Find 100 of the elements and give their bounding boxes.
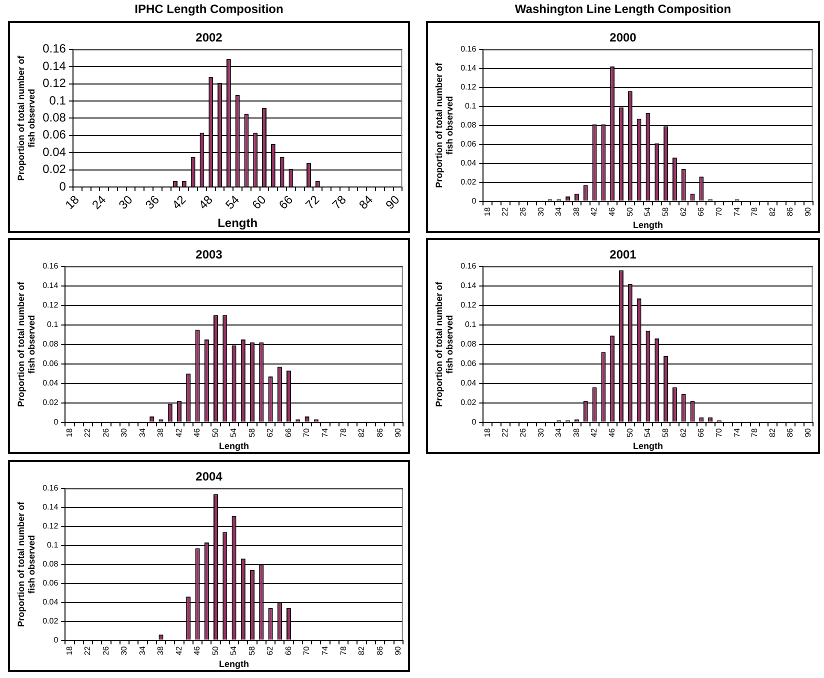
y-tick-label: 0.1: [49, 93, 66, 108]
x-tick-label: 22: [500, 206, 510, 216]
x-tick-label: 70: [302, 646, 312, 656]
x-tick-label: 46: [192, 646, 202, 656]
y-tick-label: 0.14: [460, 281, 477, 290]
x-tick-label: 54: [222, 192, 242, 212]
chart-title: 2004: [196, 470, 223, 484]
x-tick-label: 78: [338, 646, 348, 656]
y-tick-label: 0.04: [42, 378, 59, 388]
x-tick-label: 58: [247, 428, 256, 438]
x-tick-label: 38: [156, 646, 166, 656]
text: Washington Line Length Composition: [514, 2, 732, 16]
y-tick-label: 0.06: [460, 140, 477, 149]
x-tick-label: 58: [660, 428, 670, 438]
y-tick-label: 0.16: [42, 262, 59, 271]
y-tick-label: 0.08: [42, 110, 66, 124]
x-tick-label: 46: [608, 206, 617, 216]
x-tick-label: 90: [382, 192, 402, 212]
x-tick-label: 34: [554, 428, 564, 438]
x-tick-label: 42: [590, 206, 599, 216]
y-tick-label: 0.1: [47, 540, 59, 550]
x-tick-label: 30: [536, 428, 546, 438]
y-axis-title: Proportion of total number of fish observed: [16, 500, 37, 627]
y-tick-label: 0.14: [460, 64, 477, 73]
y-tick-label: 0.14: [42, 281, 59, 290]
y-tick-label: 0.12: [42, 522, 59, 531]
x-tick-label: 70: [714, 206, 724, 216]
x-tick-label: 38: [156, 428, 166, 438]
y-tick-label: 0: [472, 196, 477, 206]
x-tick-label: 90: [804, 206, 813, 216]
y-tick-label: 0.1: [47, 320, 59, 330]
y-tick-label: 0.08: [460, 340, 477, 349]
y-tick-label: 0.1: [465, 320, 477, 330]
x-tick-label: 54: [643, 428, 652, 438]
x-axis-title: Length: [632, 220, 663, 230]
x-tick-label: 38: [572, 428, 581, 438]
y-tick-label: 0.02: [460, 178, 477, 187]
x-tick-label: 50: [210, 428, 220, 438]
x-tick-label: 86: [375, 428, 384, 438]
y-tick-label: 0.02: [460, 398, 477, 408]
y-tick-label: 0.06: [42, 359, 59, 368]
chart-title: 2003: [196, 248, 223, 262]
x-tick-label: 62: [678, 206, 688, 216]
x-tick-label: 66: [696, 206, 706, 216]
x-axis-title: Length: [632, 441, 663, 452]
x-tick-label: 34: [554, 206, 564, 216]
y-tick-label: 0.02: [42, 616, 59, 626]
y-tick-label: 0.08: [42, 560, 59, 569]
x-tick-label: 38: [572, 206, 581, 216]
chart-title: 2002: [196, 30, 223, 45]
y-tick-label: 0.08: [42, 340, 59, 349]
chart-title: 2001: [610, 248, 637, 262]
x-tick-label: 54: [229, 646, 238, 656]
x-tick-label: 78: [750, 206, 760, 216]
y-tick-label: 0.16: [460, 44, 477, 54]
y-tick-label: 0.16: [42, 484, 59, 493]
y-tick-label: 0.02: [42, 398, 59, 408]
x-tick-label: 70: [302, 428, 312, 438]
y-tick-label: 0: [472, 418, 477, 427]
x-tick-label: 62: [266, 428, 275, 438]
x-tick-label: 42: [590, 428, 599, 438]
y-tick-label: 0.06: [460, 359, 477, 368]
y-tick-label: 0: [54, 418, 59, 427]
x-tick-label: 70: [714, 428, 724, 438]
y-tick-label: 0.08: [460, 120, 477, 130]
x-tick-label: 54: [229, 428, 238, 438]
x-tick-label: 36: [142, 192, 162, 212]
x-tick-label: 74: [320, 428, 330, 438]
x-tick-label: 78: [750, 428, 760, 438]
x-axis-title: Length: [219, 441, 250, 452]
x-tick-label: 78: [329, 192, 350, 212]
x-tick-label: 18: [62, 192, 82, 212]
x-tick-label: 46: [608, 428, 617, 438]
x-tick-label: 50: [210, 646, 220, 656]
x-tick-label: 66: [284, 428, 293, 438]
x-tick-label: 66: [276, 192, 296, 212]
x-tick-label: 62: [266, 646, 275, 656]
x-tick-label: 22: [500, 428, 510, 438]
y-axis-title: Proportion of total number of fish observed: [434, 280, 455, 407]
x-axis-title: Length: [219, 659, 250, 670]
text: IPHC Length Composition: [134, 2, 284, 16]
y-axis-title: Proportion of total number of fish observed: [16, 280, 37, 407]
x-tick-label: 54: [643, 206, 652, 216]
y-tick-label: 0: [54, 636, 59, 645]
x-tick-label: 24: [89, 192, 109, 212]
y-tick-label: 0.04: [460, 158, 477, 168]
x-tick-label: 82: [768, 428, 777, 438]
x-tick-label: 86: [786, 428, 795, 438]
y-tick-label: 0.06: [42, 578, 59, 588]
x-tick-label: 66: [696, 428, 706, 438]
x-tick-label: 74: [732, 206, 742, 216]
y-tick-label: 0.06: [42, 128, 66, 142]
x-tick-label: 46: [192, 428, 202, 438]
y-tick-label: 0.12: [460, 82, 477, 92]
x-tick-label: 18: [482, 428, 492, 438]
y-tick-label: 0.04: [42, 598, 59, 607]
y-tick-label: 0.14: [42, 502, 59, 512]
x-tick-label: 82: [357, 428, 366, 438]
chart-title: 2000: [610, 30, 637, 45]
y-tick-label: 0.12: [42, 300, 59, 310]
